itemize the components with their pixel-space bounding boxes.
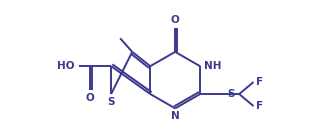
Text: O: O bbox=[171, 15, 180, 25]
Text: S: S bbox=[227, 89, 234, 99]
Text: HO: HO bbox=[57, 61, 75, 71]
Text: S: S bbox=[108, 97, 115, 107]
Text: O: O bbox=[85, 93, 94, 102]
Text: F: F bbox=[256, 101, 263, 111]
Text: N: N bbox=[171, 111, 180, 121]
Text: NH: NH bbox=[204, 61, 221, 71]
Text: F: F bbox=[256, 77, 263, 87]
